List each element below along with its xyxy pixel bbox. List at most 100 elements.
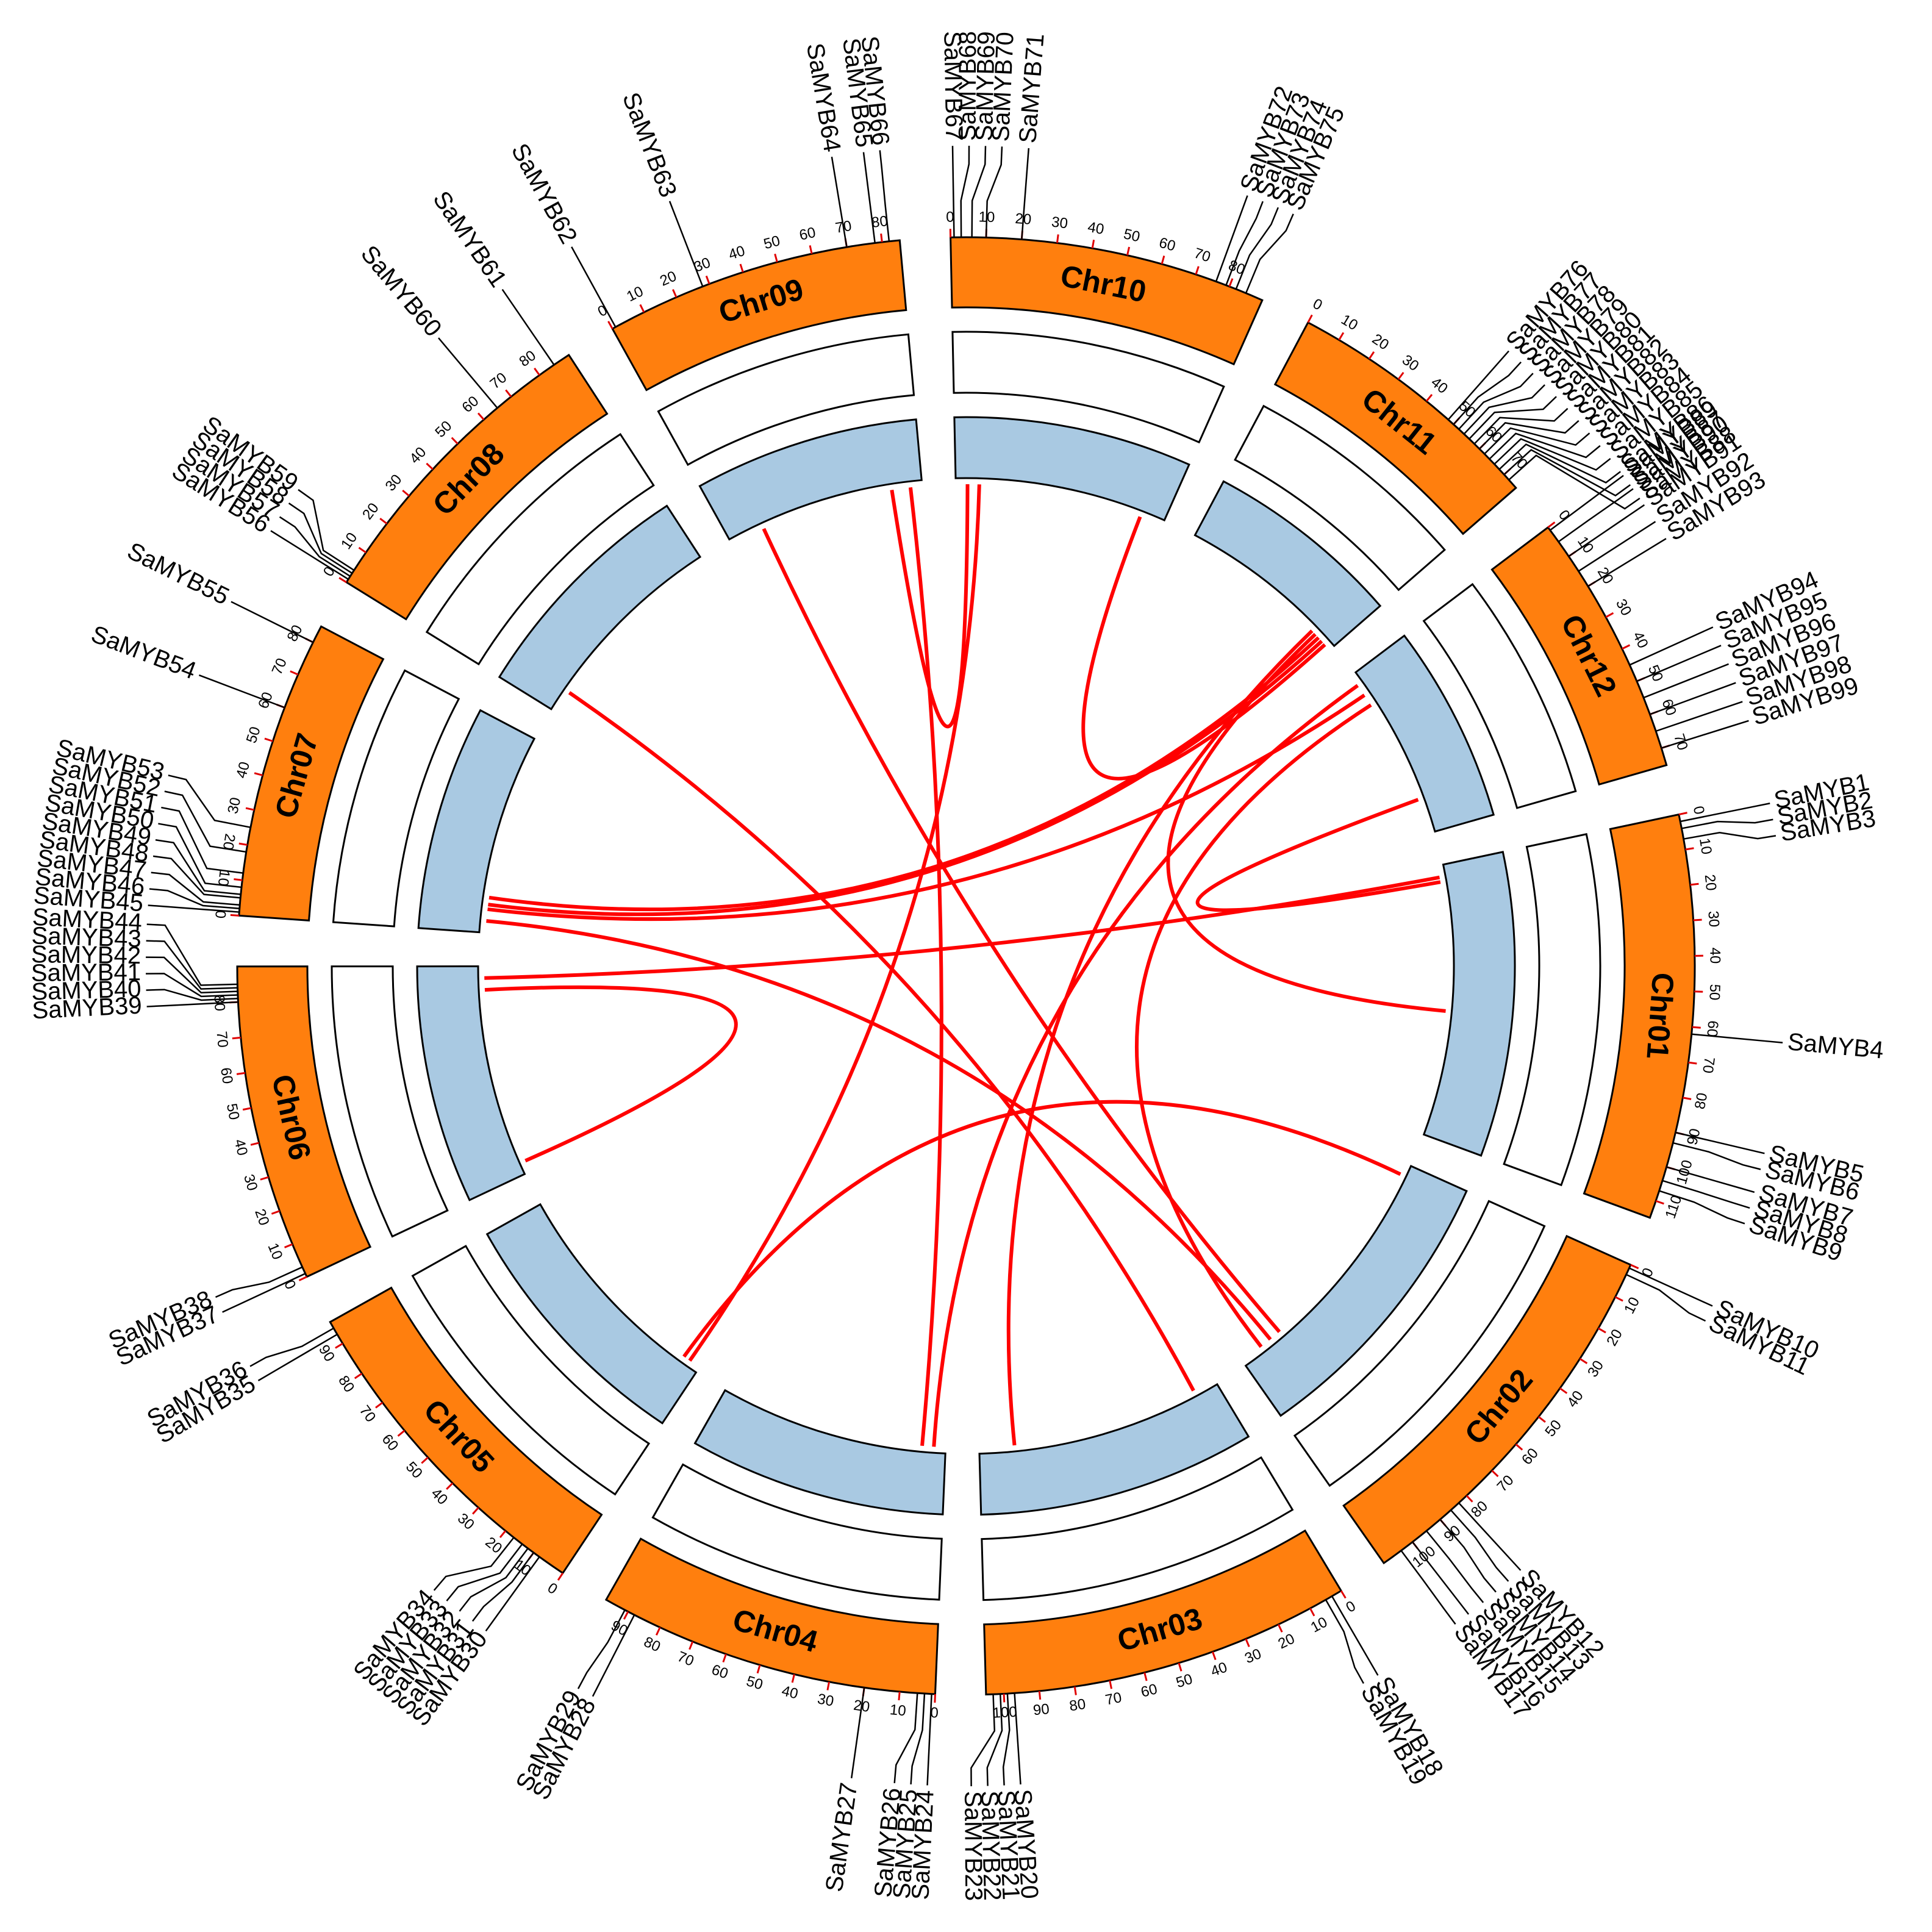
gene-leader	[231, 601, 313, 643]
tick-mark	[1547, 521, 1556, 528]
heatmap-track	[698, 418, 923, 541]
heatmap-track	[416, 965, 526, 1201]
gene-leader	[1484, 427, 1590, 455]
tick-label: 60	[1139, 1681, 1159, 1701]
gene-leader	[1636, 645, 1722, 682]
gene-leader	[152, 855, 241, 899]
heatmap-track	[1354, 634, 1495, 833]
gene-leader	[298, 488, 355, 571]
synteny-link	[762, 528, 1281, 1333]
synteny-link	[1195, 798, 1441, 912]
gene-label: SaMYB21	[992, 1789, 1024, 1900]
tick-label: 50	[243, 724, 264, 745]
chromosome-ideogram	[604, 1537, 939, 1695]
tick-label: 80	[641, 1634, 663, 1656]
gene-leader	[198, 674, 285, 709]
gene-leader	[1235, 207, 1279, 290]
gene-leader	[1662, 1179, 1750, 1209]
tick-label: 80	[335, 1373, 357, 1395]
gene-leader	[146, 989, 238, 1001]
gene-label: SaMYB43	[31, 922, 141, 953]
gene-leader	[279, 516, 351, 577]
tick-label: 40	[406, 444, 429, 467]
gene-leader	[222, 1273, 306, 1313]
gene-leader	[161, 806, 243, 874]
synteny-link	[908, 487, 943, 1446]
gene-leader	[1331, 1595, 1379, 1676]
tick-mark	[739, 263, 744, 273]
tick-mark	[254, 772, 263, 776]
tick-mark	[426, 462, 434, 470]
density-track	[1503, 832, 1601, 1187]
tick-label: 40	[233, 760, 253, 780]
tick-label: 30	[1584, 1358, 1607, 1380]
tick-label: 50	[762, 232, 782, 252]
gene-leader	[1691, 1033, 1783, 1043]
gene-label: SaMYB54	[88, 621, 200, 685]
tick-label: 80	[516, 347, 538, 370]
gene-leader	[146, 956, 238, 993]
gene-leader	[164, 790, 246, 853]
tick-mark	[402, 489, 410, 497]
gene-leader	[893, 1693, 918, 1783]
tick-label: 50	[432, 418, 455, 441]
chromosome-ideogram	[1583, 813, 1696, 1219]
synteny-link	[682, 1100, 1401, 1358]
heatmap-track	[978, 1383, 1250, 1516]
tick-mark	[232, 1036, 241, 1040]
gene-leader	[1558, 488, 1634, 543]
tick-label: 50	[1706, 984, 1723, 1001]
tick-mark	[234, 878, 243, 881]
gene-label: SaMYB39	[32, 992, 143, 1025]
gene-leader	[501, 288, 555, 365]
gene-label: SaMYB41	[31, 959, 141, 987]
gene-leader	[1458, 1502, 1522, 1571]
gene-leader	[433, 1537, 515, 1591]
heatmap-track	[1422, 851, 1516, 1157]
gene-leader	[1463, 384, 1545, 435]
gene-label: SaMYB55	[123, 537, 234, 610]
tick-mark	[1056, 234, 1059, 243]
tick-mark	[1340, 1590, 1347, 1599]
gene-leader	[1626, 1273, 1706, 1322]
tick-mark	[1692, 1026, 1701, 1029]
gene-label: SaMYB44	[32, 904, 143, 936]
density-track	[411, 1245, 651, 1496]
tick-label: 30	[816, 1690, 835, 1710]
tick-label: 20	[1603, 1326, 1626, 1349]
tick-mark	[898, 1691, 901, 1701]
tick-label: 70	[675, 1648, 696, 1670]
density-track	[1234, 404, 1446, 592]
tick-label: 40	[780, 1683, 800, 1703]
gene-leader	[1655, 701, 1743, 732]
tick-mark	[298, 1276, 307, 1281]
tick-mark	[1368, 351, 1375, 360]
heatmap-track	[953, 416, 1190, 522]
tick-mark	[1397, 371, 1404, 380]
synteny-link	[568, 691, 1195, 1392]
tick-label: 60	[379, 1431, 402, 1454]
synteny-link	[486, 919, 1272, 1341]
tick-label: 0	[1639, 1265, 1657, 1279]
tick-label: 70	[213, 1031, 231, 1048]
tick-mark	[1598, 1327, 1606, 1334]
gene-leader	[1325, 1599, 1365, 1684]
gene-leader	[1498, 443, 1621, 484]
synteny-link	[488, 636, 1320, 912]
tick-label: 100	[992, 1704, 1017, 1722]
gene-leader	[951, 146, 955, 238]
tick-label: 60	[709, 1661, 730, 1682]
tick-mark	[242, 1107, 252, 1111]
gene-leader	[459, 1548, 529, 1612]
synteny-link	[488, 640, 1323, 917]
gene-leader	[1672, 1142, 1761, 1170]
tick-mark	[1307, 314, 1313, 323]
gene-leader	[1400, 1550, 1456, 1625]
gene-leader	[1683, 831, 1776, 840]
tick-label: 30	[1051, 213, 1069, 232]
tick-label: 50	[1122, 226, 1142, 245]
gene-leader	[1450, 1509, 1509, 1582]
gene-leader	[668, 201, 704, 287]
tick-mark	[446, 1482, 454, 1490]
gene-leader	[270, 530, 349, 580]
